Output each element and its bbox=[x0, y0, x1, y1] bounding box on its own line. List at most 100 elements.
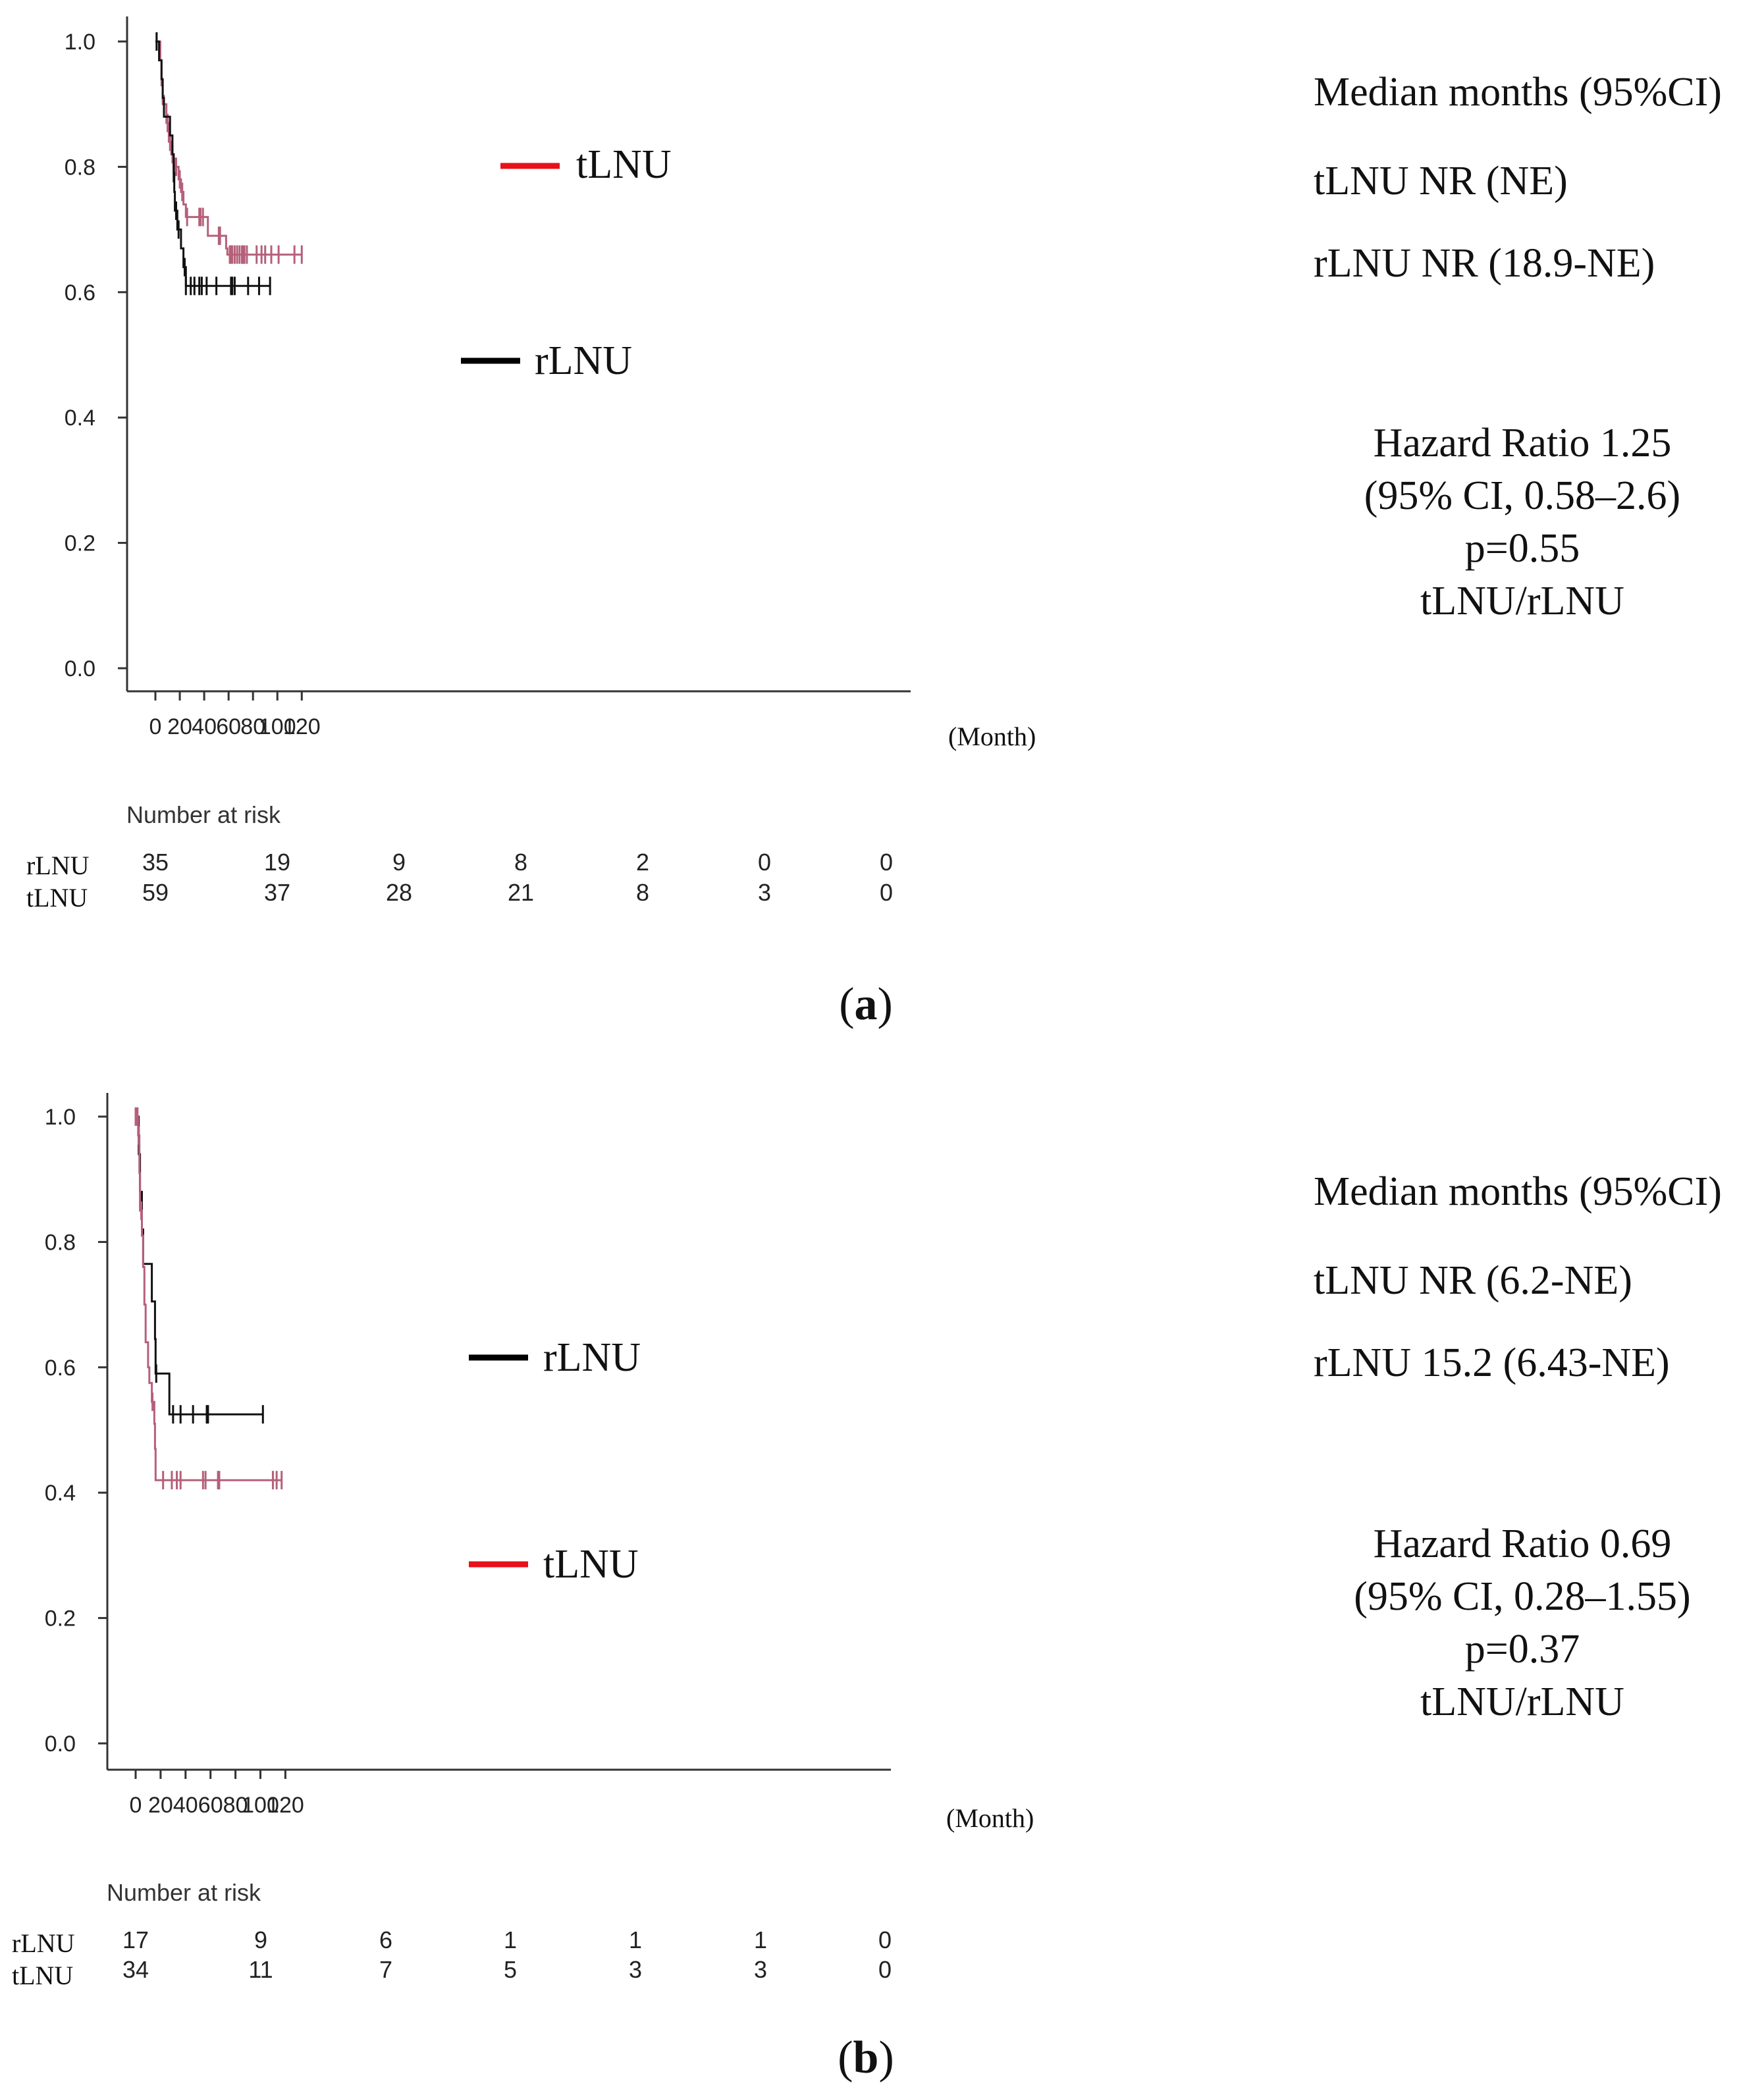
risk-value: 3 bbox=[629, 1956, 642, 1983]
survival-curve-rlnu bbox=[155, 40, 271, 287]
risk-value: 17 bbox=[122, 1926, 149, 1953]
survival-curve-rlnu bbox=[136, 1115, 263, 1416]
risk-value: 7 bbox=[379, 1956, 392, 1983]
x-unit-label: (Month) bbox=[948, 722, 1036, 751]
risk-value: 0 bbox=[880, 849, 893, 876]
risk-value: 34 bbox=[122, 1956, 149, 1983]
hazard-ratio: Hazard Ratio 1.25 bbox=[1374, 421, 1672, 465]
x-tick-label: 80 bbox=[240, 714, 265, 739]
risk-value: 0 bbox=[878, 1956, 892, 1983]
risk-value: 8 bbox=[636, 879, 649, 906]
legend-label-rlnu: rLNU bbox=[543, 1335, 641, 1380]
panel-label-a: (a) bbox=[839, 979, 893, 1030]
legend-a: tLNU rLNU bbox=[461, 142, 672, 383]
risk-value: 1 bbox=[754, 1926, 767, 1953]
risk-value: 0 bbox=[878, 1926, 892, 1953]
legend-label-tlnu: tLNU bbox=[543, 1542, 639, 1587]
median-heading: Median months (95%CI) bbox=[1314, 70, 1722, 115]
risk-value: 0 bbox=[880, 879, 893, 906]
hazard-annotation-b: Hazard Ratio 0.69 (95% CI, 0.28–1.55) p=… bbox=[1354, 1522, 1690, 1724]
risk-row-label-rlnu: rLNU bbox=[26, 851, 90, 880]
hazard-ci: (95% CI, 0.28–1.55) bbox=[1354, 1574, 1690, 1619]
risk-row-label-tlnu: tLNU bbox=[12, 1961, 73, 1990]
risk-table-a: Number at risk rLNU tLNU 35 19 9 8 2 0 0… bbox=[26, 801, 893, 913]
median-annotation-b: Median months (95%CI) tLNU NR (6.2-NE) r… bbox=[1314, 1169, 1722, 1385]
y-tick-label: 0.0 bbox=[45, 1732, 76, 1757]
panel-letter-b: b bbox=[853, 2032, 879, 2083]
y-tick-label: 0.6 bbox=[65, 280, 95, 305]
y-tick-label: 0.4 bbox=[45, 1481, 76, 1506]
median-rlnu: rLNU NR (18.9-NE) bbox=[1314, 241, 1655, 286]
y-tick-label: 0.2 bbox=[65, 531, 95, 556]
risk-value: 1 bbox=[504, 1926, 517, 1953]
risk-value: 1 bbox=[629, 1926, 642, 1953]
risk-value: 9 bbox=[392, 849, 406, 876]
x-tick-label: 100 bbox=[259, 714, 296, 739]
risk-value: 19 bbox=[264, 849, 290, 876]
risk-table-title: Number at risk bbox=[107, 1879, 261, 1906]
risk-value: 37 bbox=[264, 879, 290, 906]
risk-value: 11 bbox=[248, 1956, 273, 1983]
hazard-annotation-a: Hazard Ratio 1.25 (95% CI, 0.58–2.6) p=0… bbox=[1364, 421, 1680, 623]
x-tick-label: 40 bbox=[173, 1793, 198, 1818]
y-tick-label: 1.0 bbox=[45, 1105, 76, 1130]
risk-value: 2 bbox=[636, 849, 649, 876]
x-tick-label: 80 bbox=[223, 1793, 248, 1818]
panel-letter-a: a bbox=[855, 979, 878, 1030]
median-tlnu: tLNU NR (6.2-NE) bbox=[1314, 1258, 1632, 1303]
risk-value: 6 bbox=[379, 1926, 392, 1953]
y-tick-label: 0.2 bbox=[45, 1606, 76, 1631]
legend-label-rlnu: rLNU bbox=[535, 338, 632, 383]
panel-label-b: (b) bbox=[838, 2032, 894, 2083]
risk-table-b: Number at risk rLNU tLNU 17 9 6 1 1 1 0 … bbox=[12, 1879, 892, 1990]
risk-value: 3 bbox=[754, 1956, 767, 1983]
hazard-p: p=0.37 bbox=[1465, 1627, 1580, 1672]
hazard-p: p=0.55 bbox=[1465, 526, 1580, 571]
y-tick-label: 0.0 bbox=[65, 656, 95, 681]
risk-value: 5 bbox=[504, 1956, 517, 1983]
risk-value: 9 bbox=[254, 1926, 267, 1953]
median-annotation-a: Median months (95%CI) tLNU NR (NE) rLNU … bbox=[1314, 70, 1722, 286]
x-tick-label: 20 bbox=[148, 1793, 173, 1818]
hazard-ratio: Hazard Ratio 0.69 bbox=[1374, 1522, 1672, 1566]
hazard-ci: (95% CI, 0.58–2.6) bbox=[1364, 473, 1680, 518]
risk-row-label-rlnu: rLNU bbox=[12, 1928, 75, 1958]
risk-value: 35 bbox=[142, 849, 169, 876]
legend-b: rLNU tLNU bbox=[469, 1335, 641, 1587]
y-tick-label: 0.8 bbox=[45, 1230, 76, 1255]
risk-values-rlnu: 17 9 6 1 1 1 0 bbox=[122, 1926, 892, 1953]
x-tick-label: 60 bbox=[198, 1793, 223, 1818]
risk-values-tlnu: 59 37 28 21 8 3 0 bbox=[142, 879, 893, 906]
risk-value: 8 bbox=[514, 849, 527, 876]
risk-table-title: Number at risk bbox=[126, 801, 281, 828]
y-tick-label: 0.6 bbox=[45, 1356, 76, 1381]
median-heading: Median months (95%CI) bbox=[1314, 1169, 1722, 1214]
risk-values-tlnu: 34 11 7 5 3 3 0 bbox=[122, 1956, 892, 1983]
x-unit-label: (Month) bbox=[946, 1803, 1034, 1833]
hazard-comparison: tLNU/rLNU bbox=[1420, 1680, 1624, 1724]
risk-value: 0 bbox=[758, 849, 771, 876]
x-tick-label: 120 bbox=[283, 714, 321, 739]
x-tick-label: 40 bbox=[192, 714, 217, 739]
x-tick-label: 120 bbox=[267, 1793, 304, 1818]
risk-value: 28 bbox=[386, 879, 412, 906]
risk-value: 3 bbox=[758, 879, 771, 906]
x-tick-label: 100 bbox=[242, 1793, 279, 1818]
x-tick-label: 0 bbox=[149, 714, 162, 739]
median-tlnu: tLNU NR (NE) bbox=[1314, 159, 1568, 203]
x-tick-label: 60 bbox=[216, 714, 241, 739]
legend-label-tlnu: tLNU bbox=[576, 142, 672, 187]
risk-value: 21 bbox=[508, 879, 534, 906]
y-tick-label: 1.0 bbox=[65, 30, 95, 55]
y-tick-label: 0.8 bbox=[65, 155, 95, 180]
survival-curve-tlnu bbox=[136, 1115, 282, 1481]
y-tick-label: 0.4 bbox=[65, 406, 95, 431]
risk-row-label-tlnu: tLNU bbox=[26, 883, 88, 913]
median-rlnu: rLNU 15.2 (6.43-NE) bbox=[1314, 1340, 1670, 1385]
x-tick-label: 20 bbox=[167, 714, 192, 739]
